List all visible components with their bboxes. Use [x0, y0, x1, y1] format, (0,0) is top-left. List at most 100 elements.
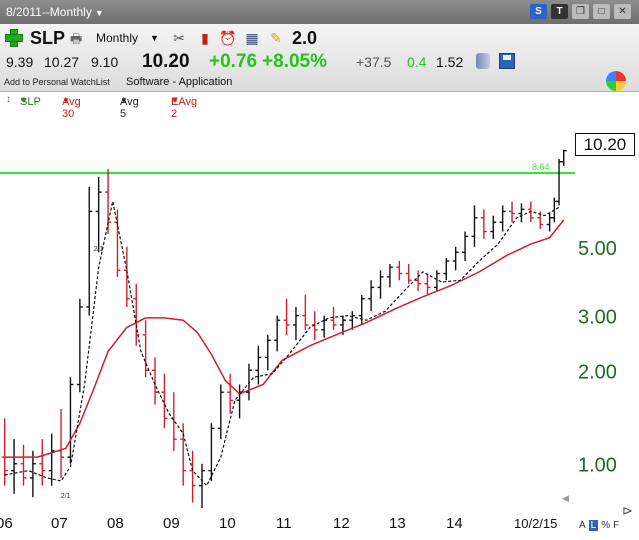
scale-log-button[interactable]: L — [588, 520, 599, 531]
price-bar — [29, 450, 36, 498]
add-to-watchlist-link[interactable]: Add to Personal WatchList — [4, 77, 110, 87]
restore-icon[interactable]: ❐ — [572, 4, 589, 19]
price-bar — [471, 205, 478, 247]
x-axis-tick-label: 12 — [333, 515, 350, 532]
chart-legend: ↕ SLP ▼ Avg 30 ▼ Avg 5 ▼ EAvg 2 ▼ — [0, 92, 639, 120]
twitter-icon[interactable]: T — [551, 4, 568, 19]
calculator-icon[interactable]: ▦ — [245, 29, 259, 46]
x-axis-tick-label: 14 — [446, 515, 463, 532]
y-axis-tick-label: 1.00 — [578, 455, 617, 477]
price-bar — [67, 377, 74, 464]
window-controls: S T ❐ □ ✕ — [530, 4, 631, 19]
price-bar — [283, 298, 290, 335]
quote-open: 9.39 — [6, 54, 34, 70]
symbol-input[interactable]: SLP — [30, 28, 66, 48]
chevron-down-icon[interactable]: ▼ — [94, 8, 104, 18]
y-axis-tick-label: 2.00 — [578, 361, 617, 383]
scale-percent-button[interactable]: % — [601, 520, 611, 531]
window-title[interactable]: 8/2011--Monthly ▼ — [6, 5, 104, 19]
price-bar — [560, 149, 567, 167]
price-bar — [368, 280, 375, 312]
chart-annotation: 2/1 — [94, 246, 104, 253]
y-axis-tick-label: 3.00 — [578, 307, 617, 329]
quote-row: 9.39 10.27 9.10 10.20 +0.76 +8.05% +37.5… — [4, 51, 634, 73]
stocktwits-icon[interactable]: S — [530, 4, 547, 19]
quote-change-percent: +8.05% — [262, 51, 327, 72]
price-chart[interactable]: 8.64 2/1 2/1 1.00 2.00 3.00 5.00 06 07 08 09 10 11 12… — [0, 108, 639, 540]
price-bar — [245, 363, 252, 401]
price-bar — [509, 201, 516, 223]
price-bar — [443, 258, 450, 281]
quote-high: 10.27 — [44, 54, 80, 70]
database-icon[interactable] — [476, 53, 490, 69]
price-bar — [349, 311, 356, 330]
price-bar — [274, 315, 281, 352]
price-bar — [556, 158, 563, 206]
note-icon[interactable]: ✎ — [270, 29, 282, 46]
price-bar — [123, 246, 130, 307]
add-watchlist-icon[interactable] — [4, 28, 23, 47]
period-select[interactable]: Monthly — [96, 31, 139, 45]
scale-auto-button[interactable]: A — [579, 520, 586, 531]
scroll-right-icon[interactable]: ⊳ — [622, 503, 633, 518]
price-bar — [1, 418, 8, 486]
avg30-line — [4, 219, 565, 458]
price-bar — [199, 463, 206, 508]
save-icon[interactable] — [499, 53, 515, 69]
version-label: 2.0 — [292, 28, 318, 48]
x-axis-tick-label: 06 — [0, 515, 13, 532]
quote-last: 10.20 — [142, 51, 190, 72]
price-bar — [433, 270, 440, 292]
chevron-down-icon[interactable]: ▼ — [120, 96, 128, 105]
level-line-label: 8.64 — [532, 162, 550, 172]
price-bar — [415, 270, 422, 292]
print-icon[interactable]: 🖶 — [70, 31, 83, 46]
price-bar — [330, 306, 337, 330]
x-axis-tick-label: 13 — [389, 515, 406, 532]
x-axis-tick-label: 10/2/15 — [514, 516, 557, 531]
chart-icon[interactable]: ▮ — [201, 29, 209, 46]
price-bar — [189, 450, 196, 503]
chevron-down-icon[interactable]: ▼ — [20, 96, 28, 105]
scale-fit-button[interactable]: F — [613, 520, 620, 531]
price-bar — [396, 260, 403, 281]
price-bar — [264, 334, 271, 371]
scale-toolbar: A L % F — [579, 520, 619, 531]
window-title-text: 8/2011--Monthly — [6, 5, 92, 19]
symbol-toolbar: SLP 🖶 Monthly ▼ ✂ ▮ ⏰ ▦ ✎ 2.0 9.39 10.27… — [0, 24, 639, 92]
x-axis-tick-label: 07 — [51, 515, 68, 532]
maximize-icon[interactable]: □ — [593, 4, 610, 19]
price-bar — [142, 320, 149, 378]
color-wheel-icon[interactable] — [606, 71, 626, 91]
chart-annotation: 2/1 — [61, 493, 71, 500]
scroll-left-icon[interactable]: ◀ — [562, 493, 569, 503]
quote-volume-ratio: 0.4 — [407, 54, 427, 70]
price-bar — [255, 345, 262, 385]
price-bar — [161, 373, 168, 429]
price-bar — [236, 384, 243, 419]
alarm-icon[interactable]: ⏰ — [219, 29, 237, 46]
price-bar — [452, 246, 459, 271]
chevron-down-icon[interactable]: ▼ — [62, 96, 70, 105]
chevron-down-icon[interactable]: ▼ — [171, 96, 179, 105]
x-axis-tick-label: 10 — [219, 515, 236, 532]
x-axis-tick-label: 09 — [163, 515, 180, 532]
price-bar — [490, 215, 497, 239]
price-bar — [462, 231, 469, 261]
price-bar — [114, 209, 121, 277]
last-price-label: 10.20 — [575, 133, 635, 156]
drag-handle-icon[interactable]: ↕ — [6, 94, 11, 105]
price-bar — [48, 433, 55, 486]
x-axis-tick-label: 08 — [107, 515, 124, 532]
price-bar — [386, 264, 393, 288]
quote-change: +0.76 — [209, 51, 258, 72]
quote-low: 9.10 — [91, 54, 119, 70]
price-bar — [152, 357, 159, 405]
price-bar — [11, 439, 18, 494]
quote-rs: +37.5 — [356, 54, 392, 70]
tools-icon[interactable]: ✂ — [173, 29, 185, 46]
price-bar — [180, 423, 187, 486]
price-bar — [321, 315, 328, 338]
close-icon[interactable]: ✕ — [614, 4, 631, 19]
chevron-down-icon[interactable]: ▼ — [150, 33, 159, 43]
